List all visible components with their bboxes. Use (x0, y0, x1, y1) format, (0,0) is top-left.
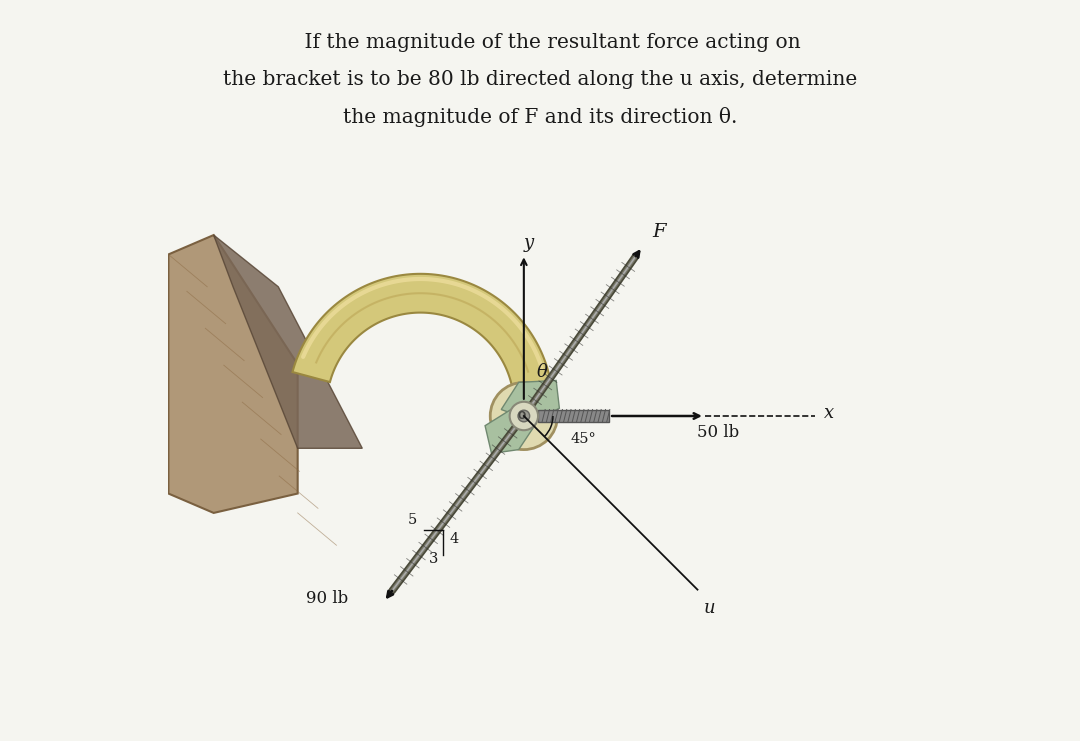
Circle shape (510, 402, 538, 431)
Text: 50 lb: 50 lb (697, 424, 739, 441)
Circle shape (490, 382, 557, 450)
Text: 45°: 45° (570, 432, 596, 446)
Text: 90 lb: 90 lb (306, 590, 348, 607)
Polygon shape (168, 235, 298, 513)
Circle shape (518, 411, 529, 422)
Polygon shape (293, 274, 551, 390)
Text: If the magnitude of the resultant force acting on: If the magnitude of the resultant force … (280, 33, 800, 53)
Polygon shape (214, 235, 362, 448)
Text: F: F (652, 224, 665, 242)
Text: 3: 3 (429, 552, 438, 565)
Polygon shape (485, 410, 537, 453)
Text: x: x (824, 405, 835, 422)
Text: 5: 5 (407, 513, 417, 527)
Text: O: O (517, 411, 526, 421)
Text: u: u (704, 599, 716, 617)
Text: the bracket is to be 80 lb directed along the u axis, determine: the bracket is to be 80 lb directed alon… (222, 70, 858, 90)
Polygon shape (501, 380, 559, 421)
Text: 4: 4 (449, 531, 459, 545)
Text: the magnitude of F and its direction θ.: the magnitude of F and its direction θ. (342, 107, 738, 127)
Text: θ: θ (537, 363, 548, 381)
Text: y: y (524, 234, 535, 252)
Bar (538, 410, 609, 422)
